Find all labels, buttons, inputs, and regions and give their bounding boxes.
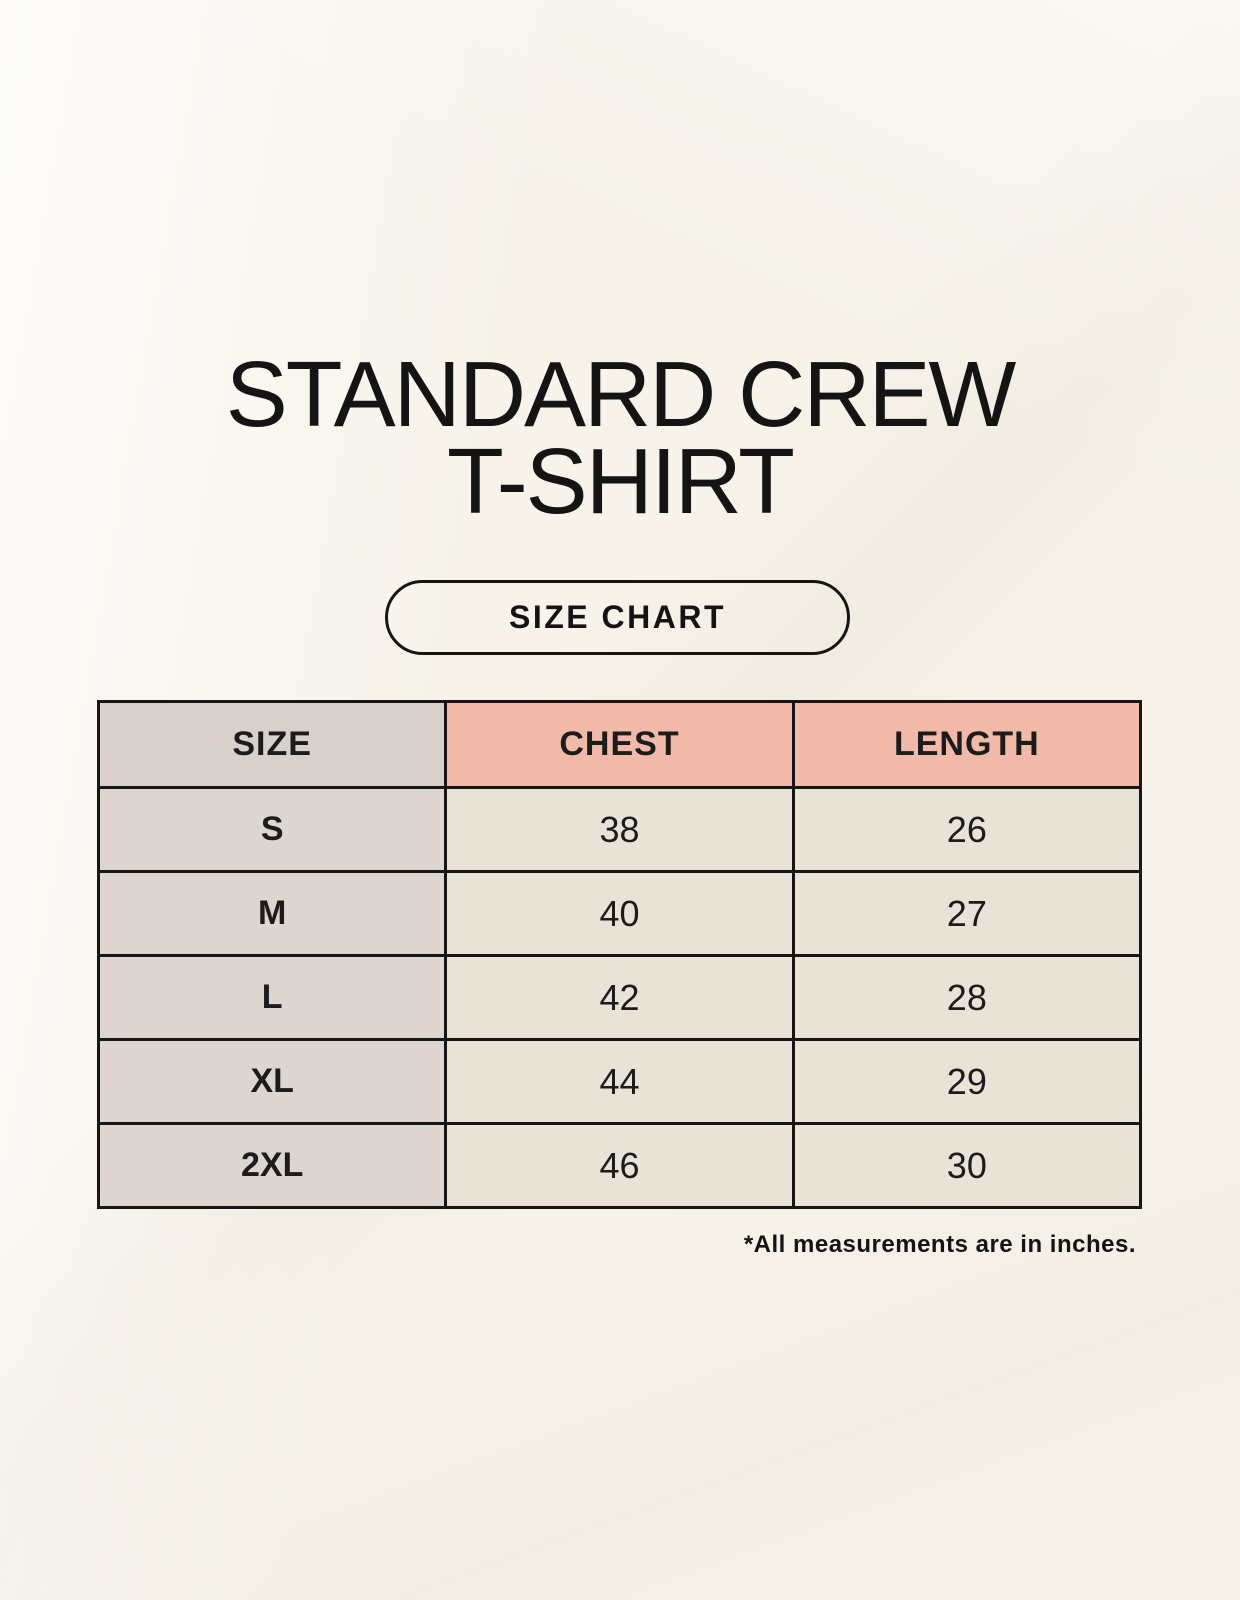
column-header-length: LENGTH [791, 700, 1143, 789]
page-title: STANDARD CREW T-SHIRT [0, 342, 1240, 533]
table-row: L 42 28 [96, 954, 1143, 1041]
column-header-chest: CHEST [444, 700, 795, 789]
chest-value: 46 [444, 1122, 795, 1209]
size-label: XL [96, 1038, 448, 1125]
page-title-line-2: T-SHIRT [447, 429, 795, 533]
size-chart-table: SIZE CHEST LENGTH S 38 26 M 40 27 L 42 2… [96, 700, 1143, 1209]
length-value: 29 [791, 1038, 1143, 1125]
length-value: 26 [791, 786, 1143, 873]
column-header-size: SIZE [96, 700, 448, 789]
size-chart-button-label: SIZE CHART [509, 599, 726, 635]
measurements-footnote: *All measurements are in inches. [743, 1231, 1136, 1258]
size-label: 2XL [96, 1122, 448, 1209]
chest-value: 40 [444, 870, 795, 957]
length-value: 30 [791, 1122, 1143, 1209]
table-row: XL 44 29 [96, 1038, 1143, 1125]
size-label: L [96, 954, 448, 1041]
page-title-line-1: STANDARD CREW [225, 342, 1017, 446]
size-label: M [96, 870, 448, 957]
chest-value: 44 [444, 1038, 795, 1125]
size-label: S [96, 786, 448, 873]
table-row: S 38 26 [96, 786, 1143, 873]
table-header-row: SIZE CHEST LENGTH [96, 700, 1143, 789]
table-row: 2XL 46 30 [96, 1122, 1143, 1209]
chest-value: 42 [444, 954, 795, 1041]
length-value: 28 [791, 954, 1143, 1041]
length-value: 27 [791, 870, 1143, 957]
size-chart-button[interactable]: SIZE CHART [385, 580, 850, 655]
table-row: M 40 27 [96, 870, 1143, 957]
chest-value: 38 [444, 786, 795, 873]
